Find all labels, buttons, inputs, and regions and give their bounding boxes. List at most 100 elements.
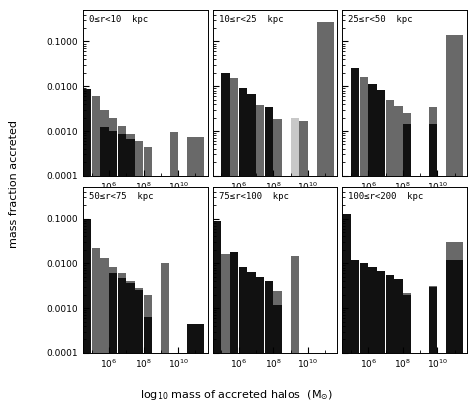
Bar xyxy=(429,106,438,408)
Bar xyxy=(360,80,368,408)
Bar xyxy=(403,298,411,408)
Bar xyxy=(377,90,385,408)
Bar xyxy=(230,252,238,408)
Bar xyxy=(273,122,282,408)
Bar xyxy=(291,118,299,408)
Bar xyxy=(386,286,394,408)
Bar xyxy=(127,284,135,408)
Bar xyxy=(127,283,135,408)
Text: 75≤r<100  kpc: 75≤r<100 kpc xyxy=(219,192,289,201)
Bar xyxy=(92,95,100,408)
Bar xyxy=(368,84,377,408)
Bar xyxy=(144,308,152,408)
Bar xyxy=(187,324,204,408)
Bar xyxy=(170,134,178,408)
Bar xyxy=(368,87,377,408)
Text: 25≤r<50  kpc: 25≤r<50 kpc xyxy=(348,15,413,24)
Bar xyxy=(273,291,282,408)
Bar xyxy=(100,127,109,408)
Bar xyxy=(135,290,144,408)
Bar xyxy=(377,271,385,408)
Bar xyxy=(403,113,411,408)
Bar xyxy=(221,73,230,408)
Bar xyxy=(239,272,247,408)
Bar xyxy=(429,124,438,408)
Bar xyxy=(118,134,126,408)
Bar xyxy=(256,277,264,408)
Bar xyxy=(83,91,91,408)
Bar xyxy=(100,262,109,408)
Bar xyxy=(264,281,273,408)
Bar xyxy=(127,295,135,408)
Bar xyxy=(187,138,204,408)
Bar xyxy=(368,266,377,408)
Bar xyxy=(161,264,169,408)
Bar xyxy=(360,266,368,408)
Bar xyxy=(360,273,368,408)
Bar xyxy=(351,70,359,408)
Bar xyxy=(403,293,411,408)
Bar xyxy=(127,281,135,408)
Bar xyxy=(230,264,238,408)
Bar xyxy=(135,288,144,408)
Bar xyxy=(377,96,385,408)
Bar xyxy=(221,257,230,408)
Bar xyxy=(256,109,264,408)
Text: log$_{10}$ mass of accreted halos  (M$_{\odot}$): log$_{10}$ mass of accreted halos (M$_{\… xyxy=(140,388,334,402)
Bar xyxy=(351,260,359,408)
Bar xyxy=(92,248,100,408)
Bar xyxy=(144,300,152,408)
Bar xyxy=(377,288,385,408)
Bar xyxy=(127,140,135,408)
Bar xyxy=(135,302,144,408)
Bar xyxy=(187,138,204,408)
Bar xyxy=(100,110,109,408)
Bar xyxy=(403,126,411,408)
Text: 50≤r<75  kpc: 50≤r<75 kpc xyxy=(89,192,154,201)
Bar xyxy=(368,271,377,408)
Bar xyxy=(118,126,126,408)
Bar xyxy=(429,286,438,408)
Bar xyxy=(221,75,230,408)
Bar xyxy=(264,285,273,408)
Bar xyxy=(264,300,273,408)
Bar xyxy=(360,77,368,408)
Text: 100≤r<200  kpc: 100≤r<200 kpc xyxy=(348,192,424,201)
Bar xyxy=(221,77,230,408)
Bar xyxy=(342,213,351,408)
Bar xyxy=(273,300,282,408)
Bar xyxy=(394,287,403,408)
Bar xyxy=(368,89,377,408)
Bar xyxy=(386,281,394,408)
Bar xyxy=(83,93,91,408)
Bar xyxy=(447,35,463,408)
Bar xyxy=(213,221,221,408)
Bar xyxy=(247,272,256,408)
Bar xyxy=(213,221,221,408)
Bar xyxy=(135,141,144,408)
Bar xyxy=(394,291,403,408)
Bar xyxy=(256,284,264,408)
Bar xyxy=(360,264,368,408)
Bar xyxy=(144,146,152,408)
Bar xyxy=(230,262,238,408)
Bar xyxy=(351,264,359,408)
Bar xyxy=(403,295,411,408)
Bar xyxy=(273,305,282,408)
Bar xyxy=(109,266,118,408)
Bar xyxy=(144,295,152,408)
Bar xyxy=(394,279,403,408)
Text: 0≤r<10  kpc: 0≤r<10 kpc xyxy=(89,15,148,24)
Bar xyxy=(264,107,273,408)
Bar xyxy=(386,103,394,408)
Bar xyxy=(109,118,118,408)
Bar xyxy=(429,287,438,408)
Bar xyxy=(403,308,411,408)
Bar xyxy=(317,22,334,408)
Bar xyxy=(403,124,411,408)
Bar xyxy=(135,144,144,408)
Bar xyxy=(317,24,334,408)
Bar xyxy=(247,94,256,408)
Bar xyxy=(264,112,273,408)
Bar xyxy=(247,274,256,408)
